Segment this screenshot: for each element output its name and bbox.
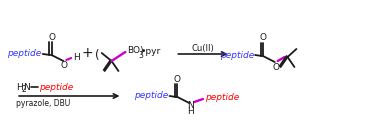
Text: H: H xyxy=(73,53,79,62)
Text: •pyr: •pyr xyxy=(141,46,161,55)
Text: peptide: peptide xyxy=(39,83,73,91)
Text: O: O xyxy=(61,62,68,71)
Text: 2: 2 xyxy=(21,86,26,95)
Text: O: O xyxy=(259,34,266,42)
Text: H: H xyxy=(16,83,23,91)
Text: BO): BO) xyxy=(127,46,144,55)
Text: peptide: peptide xyxy=(205,94,239,103)
Text: 3: 3 xyxy=(138,50,143,59)
Text: peptide: peptide xyxy=(8,50,42,58)
Text: peptide: peptide xyxy=(220,50,254,59)
Text: peptide: peptide xyxy=(134,91,169,100)
Text: H: H xyxy=(187,107,194,116)
Text: O: O xyxy=(272,62,279,71)
Text: pyrazole, DBU: pyrazole, DBU xyxy=(16,99,70,108)
Text: +: + xyxy=(81,46,93,60)
Text: (: ( xyxy=(96,49,100,62)
Text: N: N xyxy=(187,102,194,111)
Text: Cu(II): Cu(II) xyxy=(192,43,214,53)
Text: O: O xyxy=(48,33,55,42)
Text: N: N xyxy=(23,83,30,91)
Text: O: O xyxy=(174,75,181,83)
